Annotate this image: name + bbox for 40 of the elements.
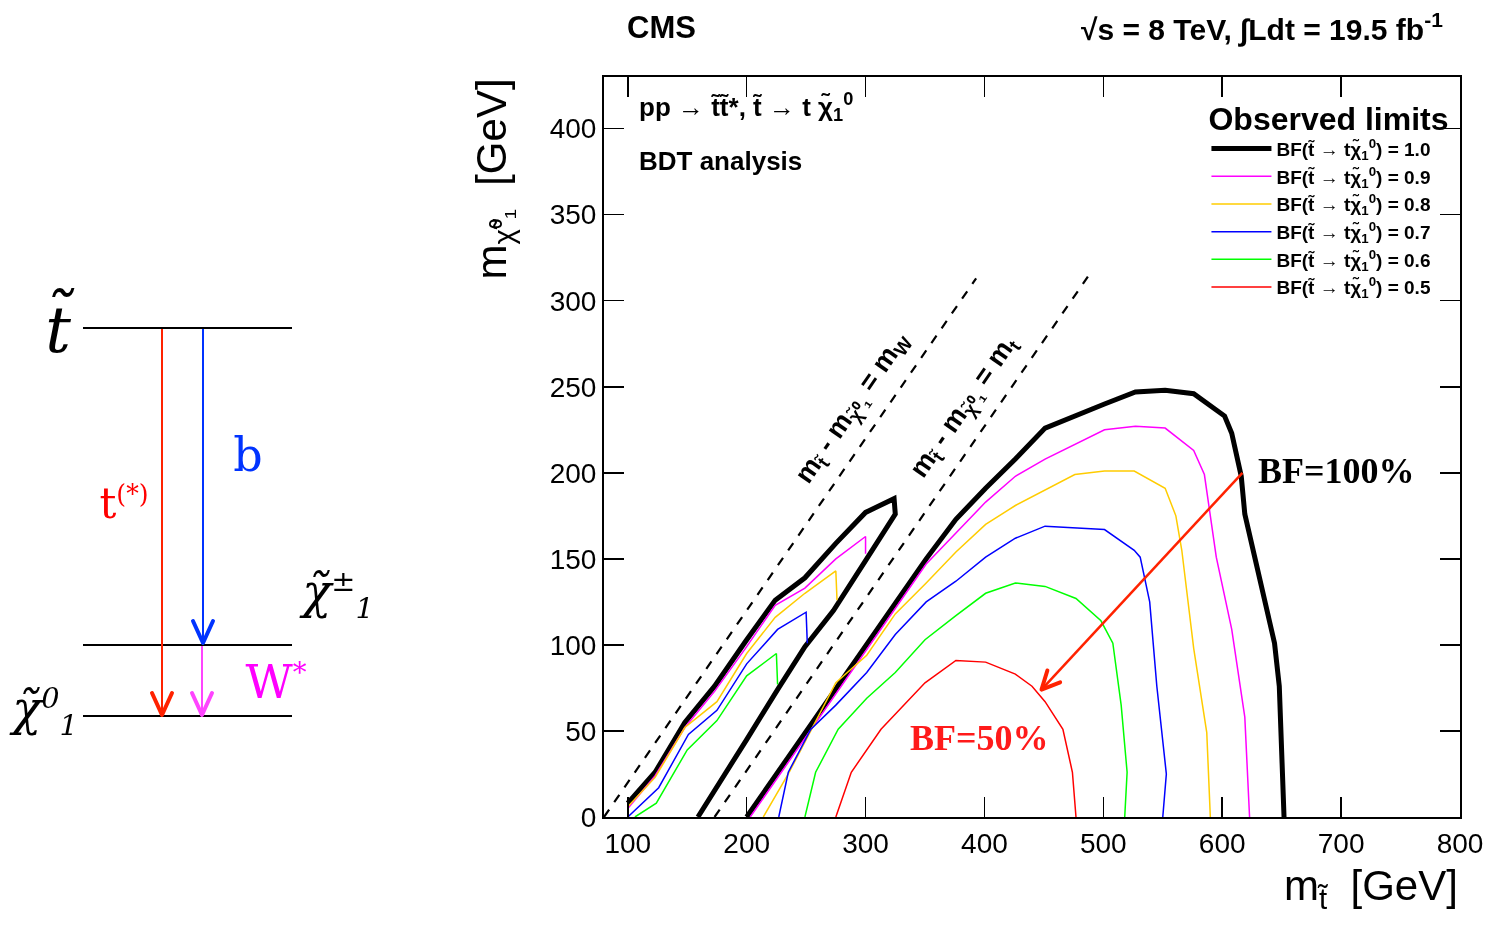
chart-title: CMS bbox=[627, 9, 696, 45]
x-tick-label: 200 bbox=[723, 827, 771, 859]
y-tick-label: 300 bbox=[549, 285, 597, 317]
x-tick-label: 400 bbox=[961, 827, 1008, 859]
y-tick-label: 50 bbox=[565, 715, 597, 747]
text: W$^{*}$ bbox=[245, 655, 307, 710]
legend-label: BF(t̃ → tχ̃$_{1}$$^{0}$) = 0.8 bbox=[1276, 191, 1431, 219]
line-series bbox=[778, 525, 1168, 817]
annotation: BDT analysis bbox=[639, 146, 803, 176]
text: t$^{(*)}$ bbox=[99, 478, 149, 528]
line-series bbox=[627, 535, 867, 810]
x-tick-label: 300 bbox=[842, 827, 889, 859]
line-series bbox=[627, 570, 838, 808]
y-tick-label: 0 bbox=[580, 801, 597, 833]
x-tick-label: 500 bbox=[1079, 827, 1127, 859]
line-series bbox=[835, 659, 1077, 817]
annotation: BF=100% bbox=[1258, 451, 1415, 491]
line-series bbox=[627, 611, 809, 817]
legend-title: Observed limits bbox=[1208, 100, 1449, 137]
legend-label: BF(t̃ → tχ̃$_{1}$$^{0}$) = 0.9 bbox=[1276, 163, 1431, 191]
y-tick-label: 150 bbox=[549, 543, 597, 575]
y-tick-label: 400 bbox=[549, 113, 597, 145]
x-tick-label: 800 bbox=[1436, 827, 1484, 859]
y-tick-label: 200 bbox=[549, 457, 597, 489]
text: b bbox=[233, 428, 263, 482]
y-tick-label: 250 bbox=[549, 371, 597, 403]
y-tick-label: 350 bbox=[549, 199, 597, 231]
chart-subtitle: √s = 8 TeV, ∫Ldt = 19.5 fb$^{-1}$ bbox=[1081, 8, 1444, 47]
legend-label: BF(t̃ → tχ̃$_{1}$$^{0}$) = 0.5 bbox=[1276, 274, 1431, 302]
legend-label: BF(t̃ → tχ̃$_{1}$$^{0}$) = 0.7 bbox=[1276, 219, 1431, 247]
line-series bbox=[804, 582, 1128, 817]
legend-label: BF(t̃ → tχ̃$_{1}$$^{0}$) = 0.6 bbox=[1276, 246, 1431, 274]
x-tick-label: 600 bbox=[1198, 827, 1246, 859]
line-series bbox=[634, 652, 779, 817]
legend-label: BF(t̃ → tχ̃$_{1}$$^{0}$) = 1.0 bbox=[1276, 135, 1431, 163]
y-tick-label: 100 bbox=[549, 629, 597, 661]
annotation: BF=50% bbox=[910, 718, 1049, 758]
x-tick-label: 100 bbox=[604, 827, 652, 859]
x-axis-title: m$_{t̃}$ [GeV] bbox=[1284, 862, 1458, 915]
x-tick-label: 700 bbox=[1317, 827, 1365, 859]
